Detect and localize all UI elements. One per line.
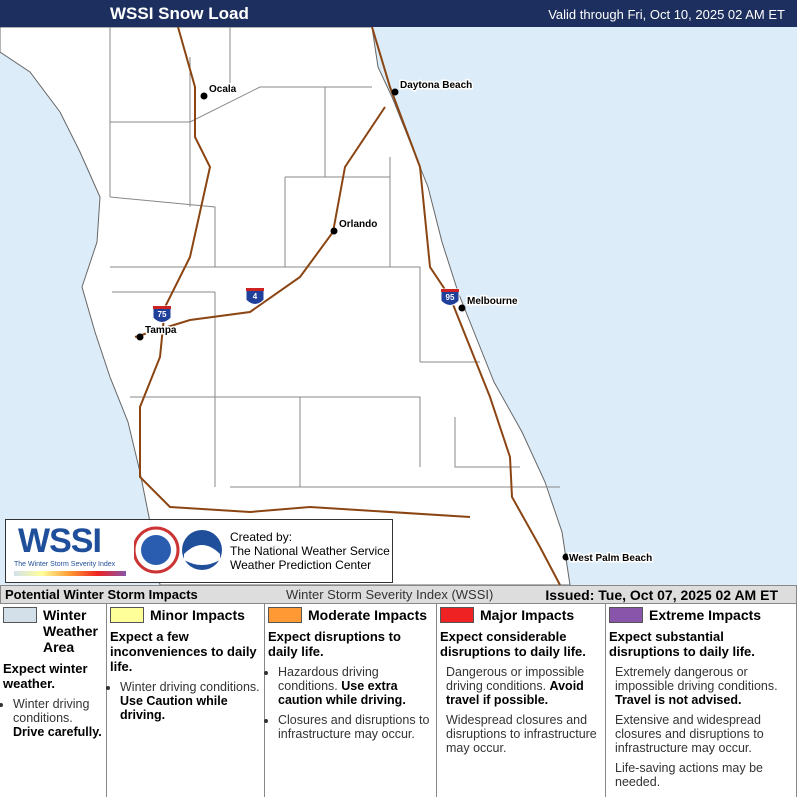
- bullet-emphasis: Travel is not advised.: [615, 693, 742, 707]
- swatch: [110, 607, 144, 623]
- cities: Ocala Daytona Beach Orlando Melbourne Tampa W…: [136, 79, 654, 566]
- column-summary: Expect substantial disruptions to daily …: [609, 629, 755, 659]
- city-dot: [330, 227, 338, 235]
- bullet-emphasis: Use Caution while driving.: [120, 694, 228, 722]
- column-header: Extreme Impacts: [609, 607, 793, 623]
- city-label: Ocala: [209, 84, 237, 95]
- bullet-emphasis: Avoid travel if possible.: [446, 679, 584, 707]
- bullet-text: Extensive and widespread closures and di…: [615, 713, 764, 755]
- column-summary: Expect considerable disruptions to daily…: [440, 629, 586, 659]
- column-title: Major Impacts: [480, 607, 575, 623]
- tagline: The Winter Storm Severity Index: [14, 561, 116, 568]
- column-header: Winter Weather Area: [3, 607, 103, 655]
- column-header: Moderate Impacts: [268, 607, 433, 623]
- column-title: Moderate Impacts: [308, 607, 428, 623]
- shield-top: [441, 289, 459, 292]
- bullet: Winter driving conditions. Drive careful…: [13, 697, 103, 739]
- wssi-logo: WSSI: [18, 522, 102, 560]
- bullet: Widespread closures and disruptions to i…: [446, 713, 602, 755]
- city-label: Tampa: [145, 325, 177, 336]
- city-dot: [458, 304, 466, 312]
- interstate-shield: [152, 305, 172, 323]
- bullet-text: Widespread closures and disruptions to i…: [446, 713, 597, 755]
- color-strip: [14, 571, 126, 576]
- impact-column: Moderate Impacts Expect disruptions to da…: [265, 603, 437, 797]
- bullet-emphasis: Drive carefully.: [13, 725, 102, 739]
- bullet-text: Extremely dangerous or impossible drivin…: [615, 665, 778, 693]
- bullet-text: Dangerous or impossible driving conditio…: [446, 665, 585, 693]
- legend-subheading: Winter Storm Severity Index (WSSI): [286, 587, 494, 602]
- city-dot: [391, 88, 399, 96]
- column-summary: Expect a few inconveniences to daily lif…: [110, 629, 257, 674]
- title: WSSI Snow Load: [110, 4, 249, 23]
- bullet-list: Winter driving conditions. Drive careful…: [3, 697, 103, 739]
- bullet-emphasis: Use extra caution while driving.: [278, 679, 406, 707]
- bullet: Extensive and widespread closures and di…: [615, 713, 793, 755]
- city-label: Orlando: [339, 219, 377, 230]
- impact-column: Extreme Impacts Expect substantial disrup…: [606, 603, 797, 797]
- bullet-text: Closures and disruptions to infrastructu…: [278, 713, 430, 741]
- bullet-list: Extremely dangerous or impossible drivin…: [609, 665, 793, 789]
- impact-column: Winter Weather Area Expect winter weather…: [0, 603, 107, 797]
- roads: [134, 27, 561, 585]
- column-header: Major Impacts: [440, 607, 602, 623]
- shields: 75 4 95: [152, 287, 460, 323]
- bullet: Life-saving actions may be needed.: [615, 761, 793, 789]
- legend-bar: Potential Winter Storm Impacts Winter St…: [0, 585, 797, 604]
- swatch: [3, 607, 37, 623]
- bullet-text: Winter driving conditions.: [120, 680, 260, 694]
- bullet: Extremely dangerous or impossible drivin…: [615, 665, 793, 707]
- impact-column: Major Impacts Expect considerable disrupt…: [437, 603, 606, 797]
- bullet-text: Winter driving conditions.: [13, 697, 90, 725]
- bullet: Hazardous driving conditions. Use extra …: [278, 665, 433, 707]
- bullet-text: Hazardous driving conditions.: [278, 665, 379, 693]
- bullet-text: Life-saving actions may be needed.: [615, 761, 763, 789]
- bullet-list: Winter driving conditions. Use Caution w…: [110, 680, 261, 722]
- impact-columns: Winter Weather Area Expect winter weather…: [0, 603, 797, 797]
- bullet: Winter driving conditions. Use Caution w…: [120, 680, 261, 722]
- shield-number: 75: [158, 310, 167, 319]
- created-by: Created by:: [230, 530, 293, 544]
- shield-top: [153, 306, 171, 309]
- column-title: Minor Impacts: [150, 607, 245, 623]
- shield-number: 95: [446, 293, 455, 302]
- map: 75 4 95 Ocala Daytona Beach Orlando Melbourne…: [0, 27, 797, 585]
- swatch: [609, 607, 643, 623]
- org: The National Weather Service: [230, 544, 390, 558]
- bullet-list: Dangerous or impossible driving conditio…: [440, 665, 602, 755]
- valid-time: Valid through Fri, Oct 10, 2025 02 AM ET: [548, 7, 785, 22]
- bullet: Closures and disruptions to infrastructu…: [278, 713, 433, 741]
- column-title: Winter Weather Area: [43, 607, 98, 655]
- county-lines: [109, 27, 560, 488]
- column-summary: Expect winter weather.: [3, 661, 88, 691]
- bullet-list: Hazardous driving conditions. Use extra …: [268, 665, 433, 741]
- column-header: Minor Impacts: [110, 607, 261, 623]
- legend-heading: Potential Winter Storm Impacts: [5, 587, 198, 602]
- city-label: West Palm Beach: [569, 553, 652, 564]
- interstate-shield: [245, 287, 265, 305]
- city-label: Daytona Beach: [400, 80, 472, 91]
- city-dot: [562, 553, 570, 561]
- issued-time: Issued: Tue, Oct 07, 2025 02 AM ET: [545, 587, 778, 603]
- city-dot: [200, 92, 208, 100]
- column-summary: Expect disruptions to daily life.: [268, 629, 401, 659]
- header: WSSI Snow Load Valid through Fri, Oct 10…: [0, 0, 797, 27]
- city-label: Melbourne: [467, 296, 518, 307]
- shield-number: 4: [253, 292, 258, 301]
- agency-logos: [134, 526, 222, 574]
- swatch: [440, 607, 474, 623]
- interstate-shield: [440, 288, 460, 306]
- logo-box: WSSI The Winter Storm Severity Index Cre…: [5, 519, 393, 583]
- org: Weather Prediction Center: [230, 558, 372, 572]
- shield-top: [246, 288, 264, 291]
- bullet: Dangerous or impossible driving conditio…: [446, 665, 602, 707]
- swatch: [268, 607, 302, 623]
- impact-column: Minor Impacts Expect a few inconveniences…: [107, 603, 265, 797]
- city-dot: [136, 333, 144, 341]
- column-title: Extreme Impacts: [649, 607, 762, 623]
